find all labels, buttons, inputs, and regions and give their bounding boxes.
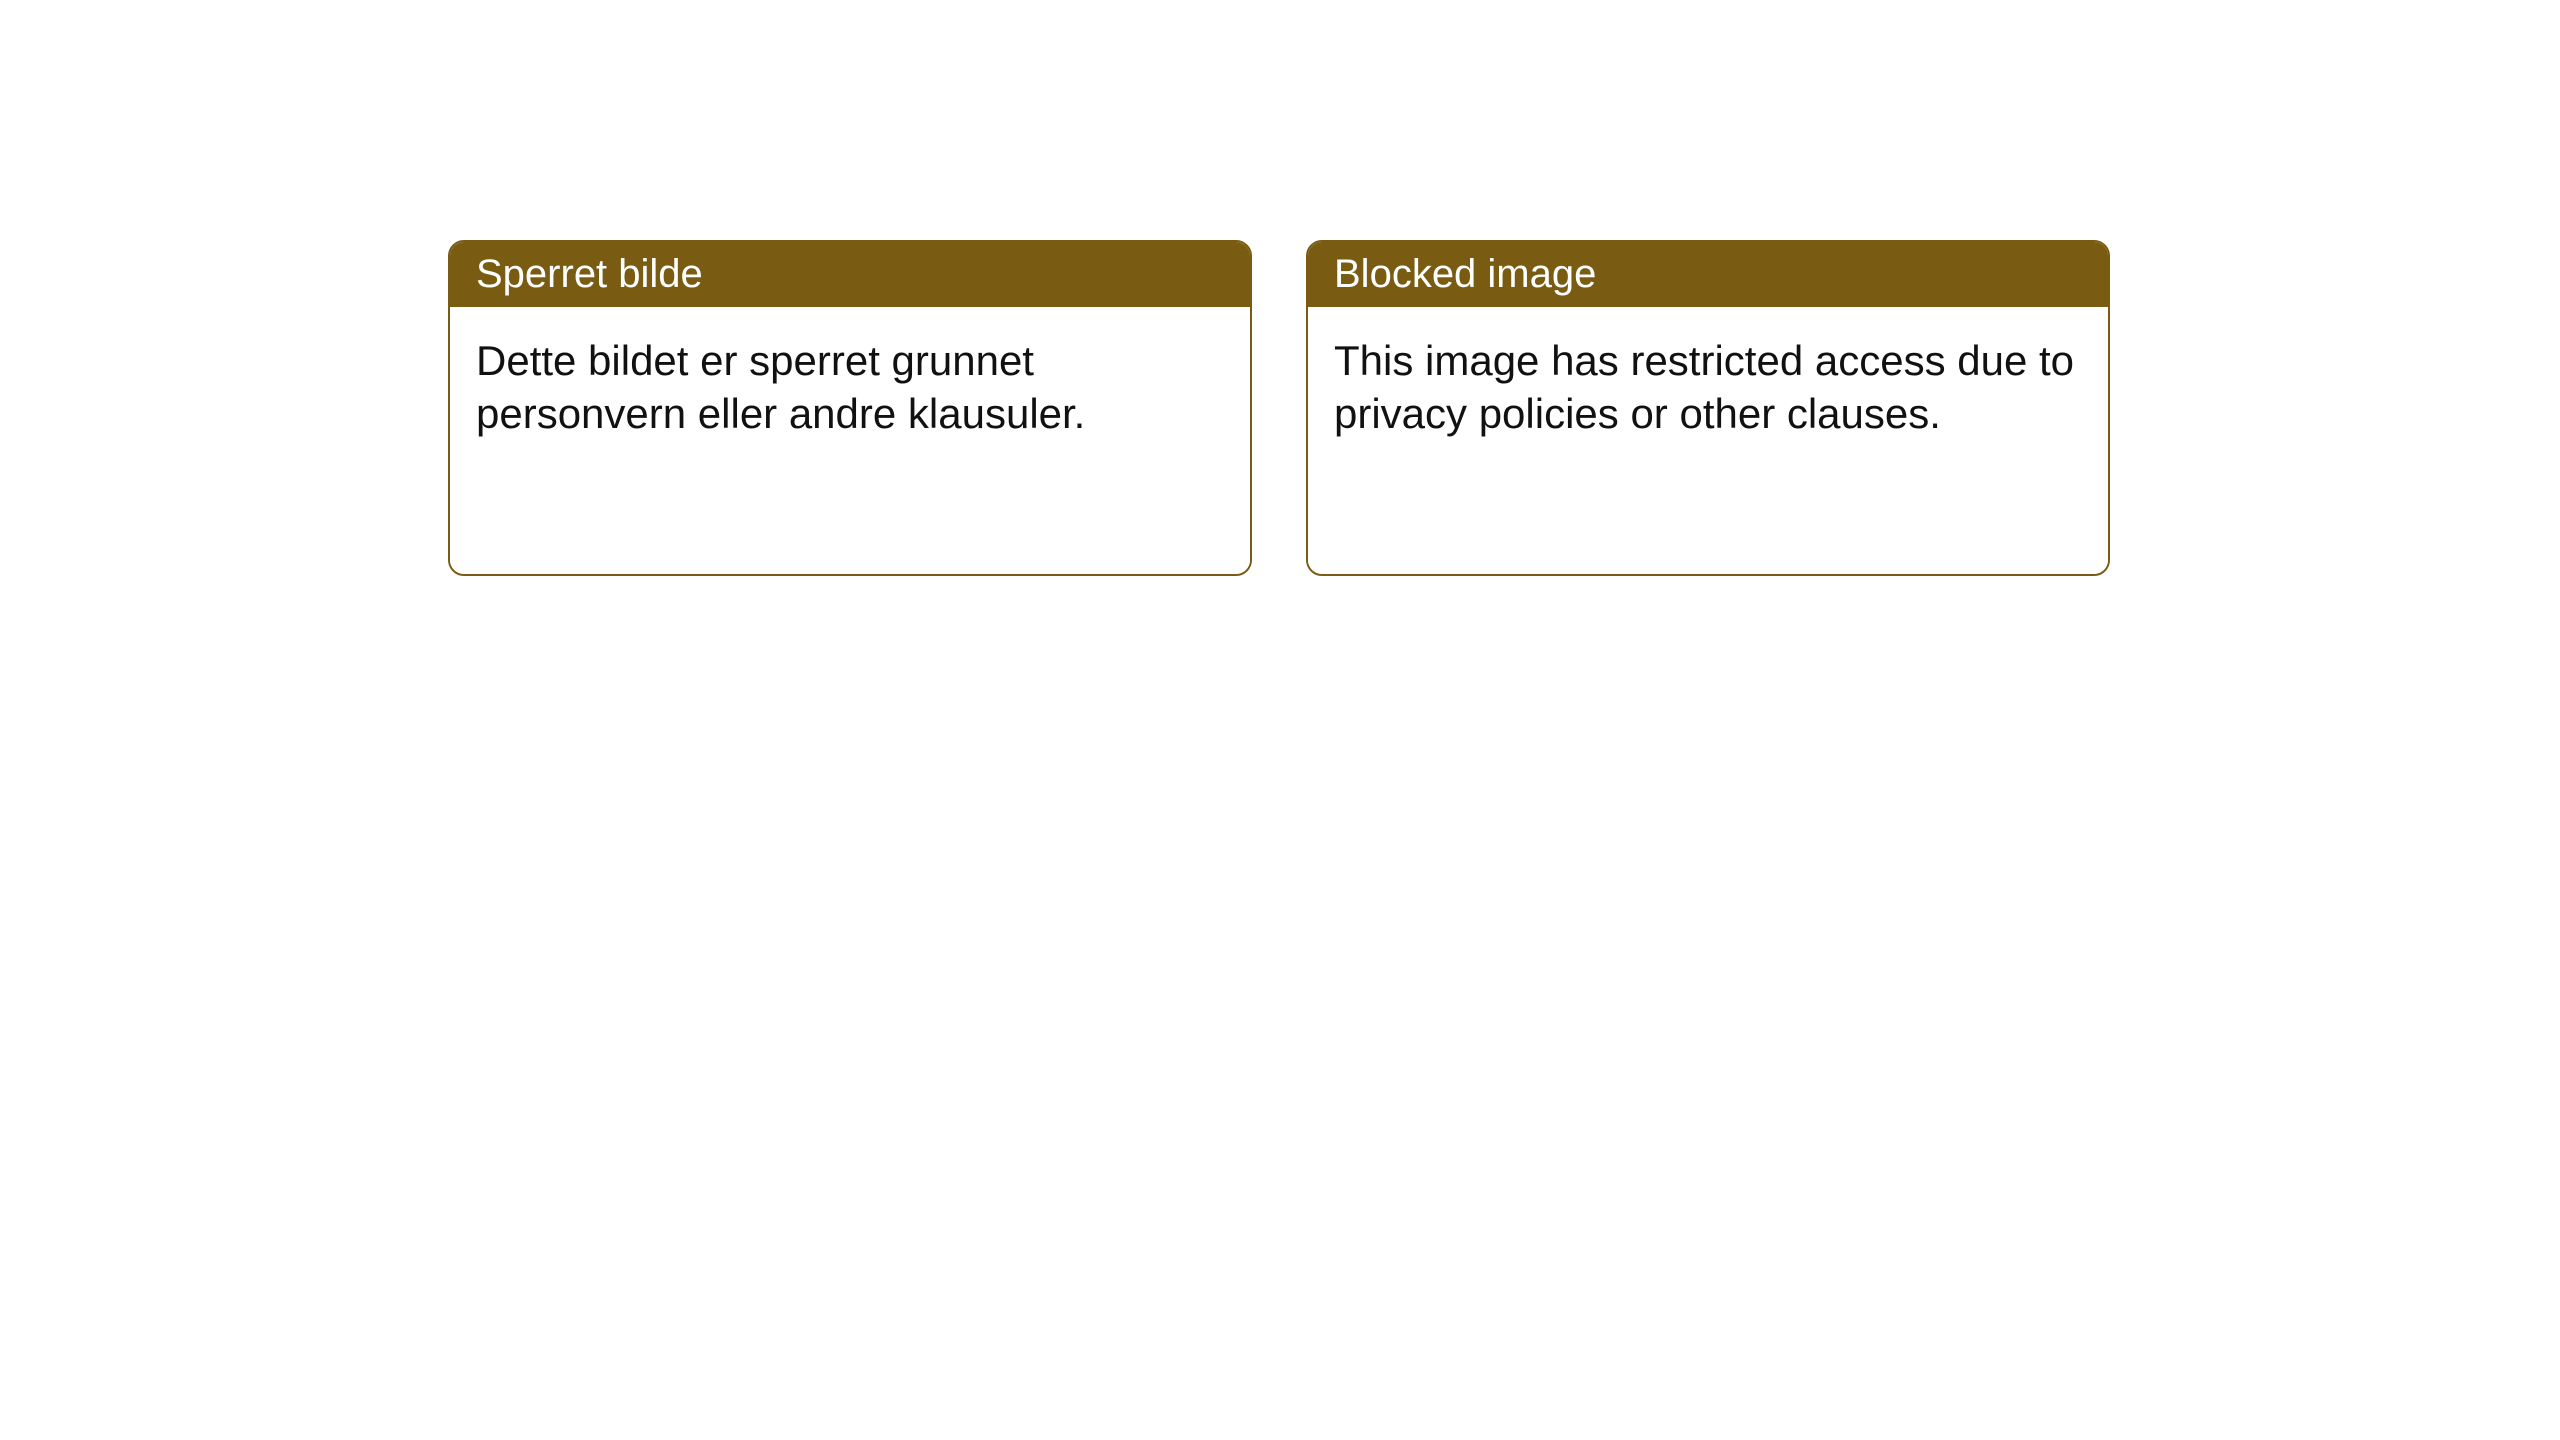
notice-title-norwegian: Sperret bilde xyxy=(450,242,1250,307)
notice-body-english-wrap: This image has restricted access due to … xyxy=(1308,307,2108,574)
notice-body-text-english: This image has restricted access due to … xyxy=(1334,335,2082,440)
notice-body-norwegian-wrap: Dette bildet er sperret grunnet personve… xyxy=(450,307,1250,574)
notice-card-norwegian: Sperret bilde Dette bildet er sperret gr… xyxy=(448,240,1252,576)
notices-container: Sperret bilde Dette bildet er sperret gr… xyxy=(448,240,2110,576)
notice-body-text-norwegian: Dette bildet er sperret grunnet personve… xyxy=(476,335,1224,440)
notice-card-english: Blocked image This image has restricted … xyxy=(1306,240,2110,576)
notice-title-english: Blocked image xyxy=(1308,242,2108,307)
